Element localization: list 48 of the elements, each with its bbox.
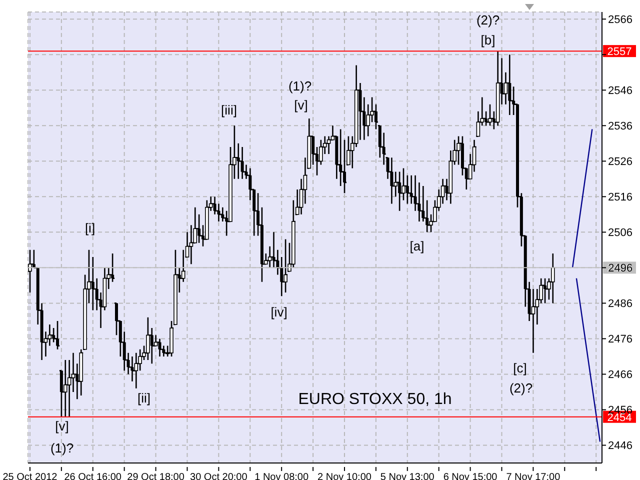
y-tick-label: 2536 xyxy=(608,120,632,133)
x-tick-label: 7 Nov 17:00 xyxy=(506,472,561,480)
annotation: [b] xyxy=(480,32,496,48)
annotation: [v] xyxy=(55,418,69,434)
annotation: [c] xyxy=(513,360,527,376)
x-tick-label: 29 Oct 18:00 xyxy=(127,472,185,480)
annotation: [v] xyxy=(294,98,308,112)
candlestick xyxy=(158,338,162,358)
y-tick-label: 2526 xyxy=(608,156,632,168)
annotation: [i] xyxy=(84,220,96,236)
y-tick-label: 2566 xyxy=(608,14,632,26)
candlestick xyxy=(358,82,362,140)
y-tick-label: 2496 xyxy=(608,262,632,275)
candlestick xyxy=(134,352,138,390)
candlestick xyxy=(390,156,394,204)
candlestick xyxy=(488,104,492,126)
candlestick xyxy=(28,249,32,294)
annotation: EURO STOXX 50, 1h xyxy=(298,391,452,408)
annotation: [iv] xyxy=(270,304,288,320)
annotation: (1)? xyxy=(50,440,74,456)
candlestick xyxy=(146,316,150,361)
y-tick-label: 2446 xyxy=(608,440,632,452)
y-tick-label: 2506 xyxy=(608,227,632,240)
candlestick xyxy=(284,238,288,294)
candlestick xyxy=(496,50,500,126)
annotation: [ii] xyxy=(138,390,150,406)
candlestick xyxy=(240,146,244,180)
x-tick-label: 1 Nov 08:00 xyxy=(254,472,309,480)
candlestick xyxy=(292,200,296,268)
x-tick-label: 26 Oct 16:00 xyxy=(64,472,122,480)
annotation: [a] xyxy=(410,238,424,254)
candlestick xyxy=(550,252,555,304)
x-tick-label: 5 Nov 13:00 xyxy=(380,472,435,480)
x-tick-label: 30 Oct 20:00 xyxy=(190,472,248,480)
annotation: (1)? xyxy=(288,78,312,94)
y-tick-label: 2476 xyxy=(608,334,632,346)
y-tick-label: 2516 xyxy=(608,192,632,204)
x-tick-label: 2 Nov 10:00 xyxy=(318,472,372,480)
y-tick-label: 2546 xyxy=(608,85,632,98)
annotation: (2)? xyxy=(509,380,533,396)
y-tick-label: 2486 xyxy=(608,298,632,310)
x-tick-label: 25 Oct 2012 xyxy=(2,472,58,480)
annotation: (2)? xyxy=(476,12,500,28)
ref-line-label: 2557 xyxy=(607,46,632,58)
x-tick-label: 6 Nov 15:00 xyxy=(443,472,498,480)
candlestick xyxy=(63,359,68,418)
y-tick-label: 2466 xyxy=(608,369,632,382)
annotation: [iii] xyxy=(221,102,237,118)
